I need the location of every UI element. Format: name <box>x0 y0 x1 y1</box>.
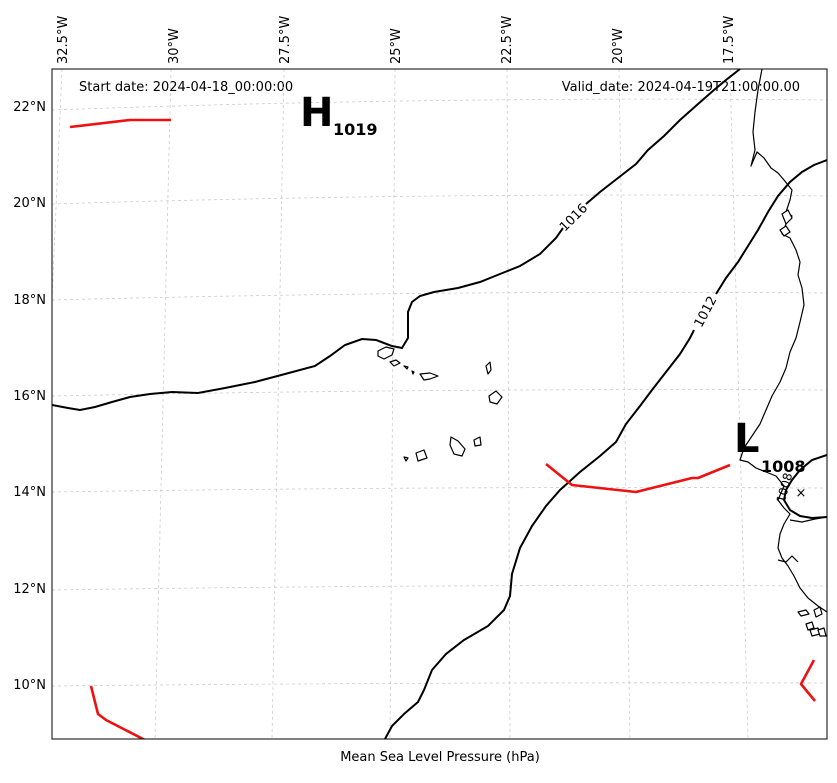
lon-label-27-5w: 27.5°W <box>278 16 293 64</box>
contour-label-1012: 1012 <box>692 294 721 330</box>
cape-verde-islands <box>377 346 503 462</box>
lon-label-30w: 30°W <box>167 28 182 64</box>
map-frame <box>51 68 828 740</box>
low-center-marker: × <box>796 486 807 501</box>
high-pressure-value: 1019 <box>333 120 378 139</box>
lon-label-32-5w: 32.5°W <box>56 16 71 64</box>
low-pressure-symbol: L <box>734 416 760 462</box>
isobar-1012-b <box>715 159 827 295</box>
map-caption: Mean Sea Level Pressure (hPa) <box>340 750 540 765</box>
lon-label-22-5w: 22.5°W <box>500 16 515 64</box>
map-area: 1016 1012 1008 H 1019 L 1008 × <box>52 69 827 739</box>
front-central <box>545 462 731 494</box>
isobar-1012 <box>384 329 695 739</box>
front-south-east <box>799 659 817 702</box>
graticule <box>52 69 827 739</box>
low-pressure-value: 1008 <box>761 457 806 476</box>
lon-label-25w: 25°W <box>389 28 404 64</box>
lat-label-12n: 12°N <box>13 582 46 597</box>
lat-label-10n: 10°N <box>13 678 46 693</box>
lat-label-20n: 20°N <box>13 196 46 211</box>
isobar-1008 <box>782 454 827 520</box>
african-coastline <box>739 69 827 637</box>
contour-label-1016: 1016 <box>557 201 591 235</box>
front-south-west <box>89 685 146 739</box>
lon-label-20w: 20°W <box>611 28 626 64</box>
fronts <box>69 118 817 739</box>
lat-label-22n: 22°N <box>13 100 46 115</box>
lat-label-14n: 14°N <box>13 485 46 500</box>
high-pressure-symbol: H <box>300 90 333 136</box>
isobar-1016-b <box>585 69 741 205</box>
lat-label-18n: 18°N <box>13 293 46 308</box>
front-north-west <box>69 118 171 129</box>
isobars <box>52 69 827 739</box>
lon-label-17-5w: 17.5°W <box>722 16 737 64</box>
lat-label-16n: 16°N <box>13 389 46 404</box>
start-date-label: Start date: 2024-04-18_00:00:00 <box>79 80 293 95</box>
valid-date-label: Valid_date: 2024-04-19T21:00:00.00 <box>562 80 800 95</box>
isobar-1016 <box>52 227 564 412</box>
